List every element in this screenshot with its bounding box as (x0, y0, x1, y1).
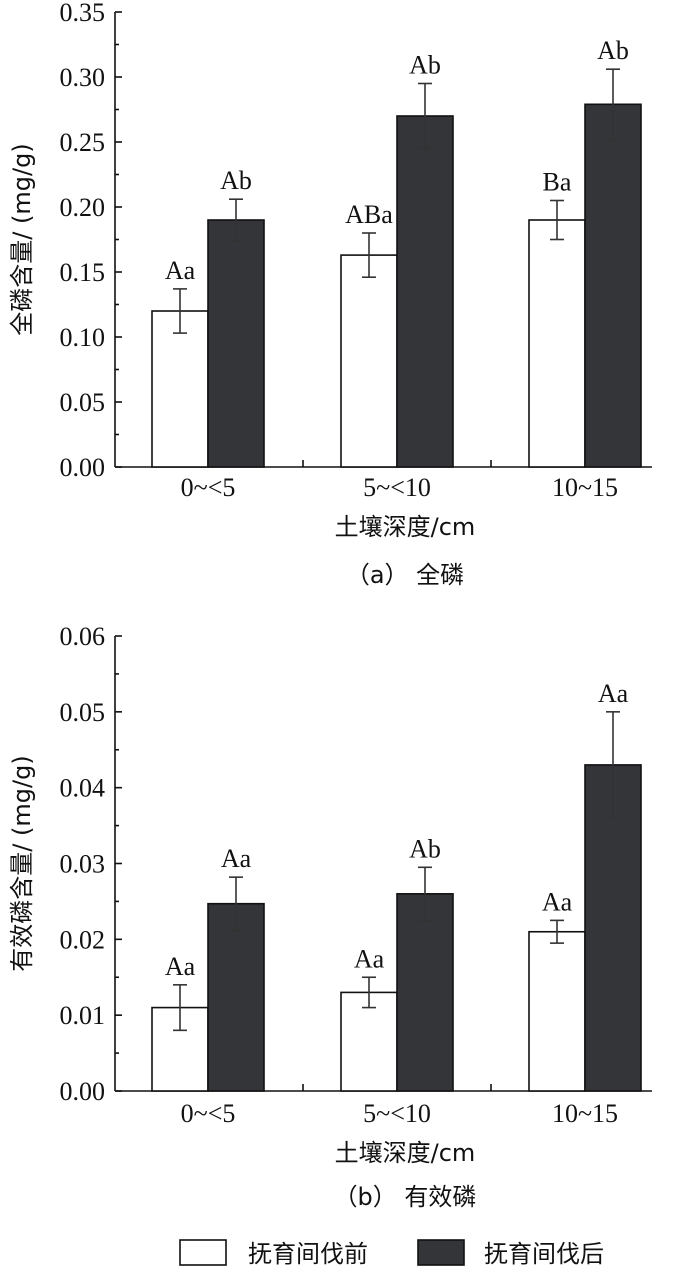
significance-label: Ab (409, 834, 441, 863)
legend-swatch-after (417, 1239, 465, 1266)
significance-label: Ab (220, 166, 252, 195)
legend-label-before: 抚育间伐前 (248, 1240, 368, 1268)
x-tick-label: 0~<5 (181, 1099, 236, 1128)
y-tick-label: 0.35 (60, 0, 106, 27)
bar-after (207, 219, 265, 468)
x-tick-label: 10~15 (552, 473, 618, 502)
panel-caption: （b） 有效磷 (334, 1183, 477, 1211)
y-tick-label: 0.04 (60, 774, 106, 803)
x-tick-label: 5~<10 (363, 1099, 431, 1128)
bar-after (584, 764, 642, 1092)
y-tick-label: 0.25 (60, 128, 106, 157)
panel-a-total-phosphorus: 0.00 0.05 0.10 0.15 0.20 0.25 0.30 0.35 Aa Ab 0~<5… (8, 0, 652, 589)
significance-label: Ab (597, 36, 629, 65)
significance-label: Ab (409, 51, 441, 80)
panel-caption: （a） 全磷 (346, 561, 464, 589)
bar-after (584, 103, 642, 468)
y-tick-label: 0.05 (60, 698, 106, 727)
bar-before (528, 930, 586, 1092)
bar-before (151, 310, 209, 468)
y-tick-label: 0.01 (60, 1001, 106, 1030)
y-axis-title: 有效磷含量/ (mg/g) (8, 755, 36, 971)
x-axis-title: 土壤深度/cm (335, 1139, 476, 1167)
y-tick-label: 0.00 (60, 1077, 106, 1106)
y-tick-label: 0.05 (60, 388, 106, 417)
significance-label: Aa (165, 256, 196, 285)
significance-label: ABa (345, 200, 393, 229)
bar-before (528, 219, 586, 468)
y-tick-label: 0.15 (60, 258, 106, 287)
legend-swatch-before (179, 1239, 227, 1266)
y-tick-label: 0.00 (60, 453, 106, 482)
significance-label: Aa (354, 944, 385, 973)
bar-after (396, 893, 454, 1092)
bar-after (207, 902, 265, 1092)
significance-label: Aa (221, 844, 252, 873)
y-tick-label: 0.06 (60, 622, 106, 651)
significance-label: Aa (598, 679, 629, 708)
bar-after (396, 115, 454, 468)
y-tick-label: 0.03 (60, 850, 106, 879)
y-tick-label: 0.30 (60, 63, 106, 92)
bar-before (340, 254, 398, 468)
x-tick-label: 10~15 (552, 1099, 618, 1128)
legend-label-after: 抚育间伐后 (484, 1240, 604, 1268)
significance-label: Aa (542, 887, 573, 916)
legend: 抚育间伐前 抚育间伐后 (179, 1239, 604, 1268)
significance-label: Aa (165, 952, 196, 981)
panel-b-available-phosphorus: 0.00 0.01 0.02 0.03 0.04 0.05 0.06 Aa Aa 0~<5 Aa Ab… (8, 622, 652, 1211)
y-axis-title: 全磷含量/ (mg/g) (8, 143, 36, 335)
x-axis-title: 土壤深度/cm (335, 513, 476, 541)
x-tick-label: 0~<5 (181, 473, 236, 502)
significance-label: Ba (543, 168, 572, 197)
y-tick-label: 0.10 (60, 323, 106, 352)
y-tick-label: 0.02 (60, 925, 106, 954)
y-tick-label: 0.20 (60, 193, 106, 222)
x-tick-label: 5~<10 (363, 473, 431, 502)
